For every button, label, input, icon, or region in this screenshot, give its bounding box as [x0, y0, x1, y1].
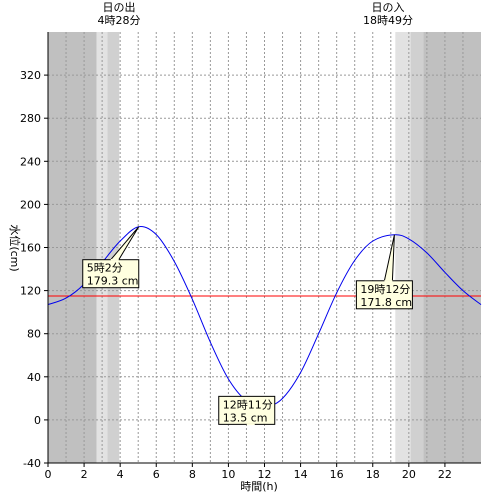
x-axis-title: 時間(h)	[240, 480, 278, 493]
y-tick-label: 280	[20, 112, 41, 125]
y-tick-label: 120	[20, 285, 41, 298]
sunset-time: 18時49分	[363, 14, 413, 27]
x-tick-label: 10	[221, 468, 235, 481]
tick-labels: -40 0 40 80 120 160 200 240 280 320 0 2 4 6 8 10 12 14 16 1…	[20, 69, 452, 481]
y-tick-label: 240	[20, 155, 41, 168]
x-tick-label: 16	[330, 468, 344, 481]
x-tick-label: 20	[402, 468, 416, 481]
x-tick-label: 4	[117, 468, 124, 481]
x-tick-label: 8	[189, 468, 196, 481]
callout-box	[218, 395, 276, 425]
callout-pointer	[110, 226, 140, 261]
x-tick-label: 2	[81, 468, 88, 481]
x-tick-label: 22	[438, 468, 452, 481]
y-axis-title: 水位(cm)	[8, 224, 22, 271]
sunrise-time: 4時28分	[98, 14, 141, 27]
callout-value: 13.5 cm	[223, 411, 268, 424]
sunset-label: 日の入	[372, 1, 405, 14]
callout-time: 19時12分	[360, 283, 410, 296]
y-tick-label: 160	[20, 242, 41, 255]
y-tick-label: 40	[27, 371, 41, 384]
x-tick-label: 18	[366, 468, 380, 481]
callout-value: 179.3 cm	[87, 275, 139, 288]
y-tick-label: -40	[23, 457, 41, 470]
x-tick-label: 12	[258, 468, 272, 481]
x-tick-label: 0	[45, 468, 52, 481]
callout-time: 5時2分	[87, 262, 123, 275]
sunrise-label: 日の出	[103, 0, 136, 14]
twilight-band	[96, 32, 108, 463]
callout-box	[82, 259, 140, 289]
y-tick-label: 0	[34, 414, 41, 427]
twilight-band	[395, 32, 411, 463]
callout-value: 171.8 cm	[360, 296, 412, 309]
y-tick-label: 320	[20, 69, 41, 82]
callout-time: 12時11分	[223, 398, 273, 411]
y-tick-label: 80	[27, 328, 41, 341]
y-tick-label: 200	[20, 198, 41, 211]
x-tick-label: 14	[294, 468, 308, 481]
callout-pointer	[383, 234, 395, 281]
x-tick-label: 6	[153, 468, 160, 481]
